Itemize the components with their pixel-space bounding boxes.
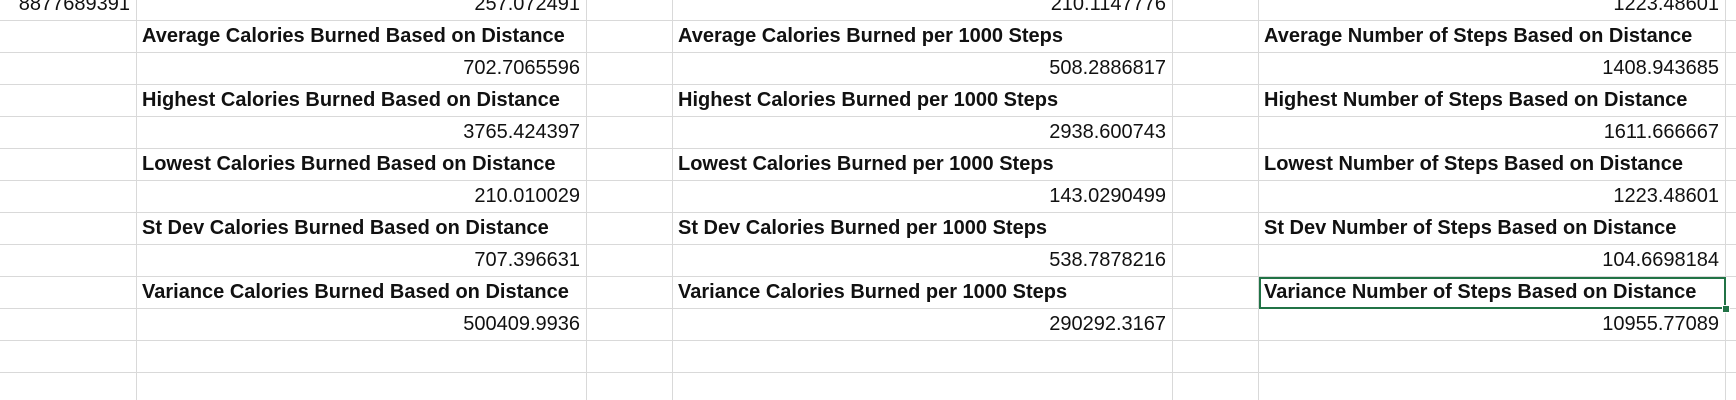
cell-e1[interactable] [1173, 0, 1259, 21]
cell-b13[interactable] [137, 373, 587, 400]
value-low-steps-distance[interactable]: 1223.48601 [1259, 181, 1726, 213]
value-avg-calories-1000-steps[interactable]: 508.2886817 [673, 53, 1173, 85]
value-stdev-steps-distance[interactable]: 104.6698184 [1259, 245, 1726, 277]
cell-c3[interactable] [587, 53, 673, 85]
cell-e7[interactable] [1173, 181, 1259, 213]
cell-g10[interactable] [1726, 277, 1736, 309]
cell-d12[interactable] [673, 341, 1173, 373]
value-avg-steps-distance[interactable]: 1408.943685 [1259, 53, 1726, 85]
value-low-calories-1000-steps[interactable]: 143.0290499 [673, 181, 1173, 213]
cell-c6[interactable] [587, 149, 673, 181]
label-high-steps-distance[interactable]: Highest Number of Steps Based on Distanc… [1259, 85, 1726, 117]
fill-handle[interactable] [1722, 305, 1730, 313]
cell-c4[interactable] [587, 85, 673, 117]
cell-a3[interactable] [0, 53, 137, 85]
cell-e5[interactable] [1173, 117, 1259, 149]
value-high-calories-distance[interactable]: 3765.424397 [137, 117, 587, 149]
cell-g8[interactable] [1726, 213, 1736, 245]
value-avg-calories-distance[interactable]: 702.7065596 [137, 53, 587, 85]
cell-g9[interactable] [1726, 245, 1736, 277]
cell-c9[interactable] [587, 245, 673, 277]
label-low-steps-distance[interactable]: Lowest Number of Steps Based on Distance [1259, 149, 1726, 181]
value-var-calories-1000-steps[interactable]: 290292.3167 [673, 309, 1173, 341]
cell-e3[interactable] [1173, 53, 1259, 85]
selected-cell-text: Variance Number of Steps Based on Distan… [1264, 281, 1697, 303]
value-stdev-calories-distance[interactable]: 707.396631 [137, 245, 587, 277]
cell-c2[interactable] [587, 21, 673, 53]
label-low-calories-1000-steps[interactable]: Lowest Calories Burned per 1000 Steps [673, 149, 1173, 181]
cell-a12[interactable] [0, 341, 137, 373]
cell-e9[interactable] [1173, 245, 1259, 277]
cell-a7[interactable] [0, 181, 137, 213]
cell-b12[interactable] [137, 341, 587, 373]
value-var-calories-distance[interactable]: 500409.9936 [137, 309, 587, 341]
cell-c7[interactable] [587, 181, 673, 213]
cell-e4[interactable] [1173, 85, 1259, 117]
cell-a1[interactable]: 8877689391 [0, 0, 137, 21]
cell-a9[interactable] [0, 245, 137, 277]
cell-d1[interactable]: 210.1147776 [673, 0, 1173, 21]
cell-a10[interactable] [0, 277, 137, 309]
cell-d13[interactable] [673, 373, 1173, 400]
cell-g13[interactable] [1726, 373, 1736, 400]
label-stdev-calories-distance[interactable]: St Dev Calories Burned Based on Distance [137, 213, 587, 245]
cell-c11[interactable] [587, 309, 673, 341]
label-high-calories-distance[interactable]: Highest Calories Burned Based on Distanc… [137, 85, 587, 117]
cell-e2[interactable] [1173, 21, 1259, 53]
cell-g6[interactable] [1726, 149, 1736, 181]
cell-g4[interactable] [1726, 85, 1736, 117]
cell-a8[interactable] [0, 213, 137, 245]
cell-c10[interactable] [587, 277, 673, 309]
label-avg-calories-1000-steps[interactable]: Average Calories Burned per 1000 Steps [673, 21, 1173, 53]
cell-a6[interactable] [0, 149, 137, 181]
cell-e6[interactable] [1173, 149, 1259, 181]
cell-c5[interactable] [587, 117, 673, 149]
cell-g5[interactable] [1726, 117, 1736, 149]
value-high-steps-distance[interactable]: 1611.666667 [1259, 117, 1726, 149]
value-low-calories-distance[interactable]: 210.010029 [137, 181, 587, 213]
label-high-calories-1000-steps[interactable]: Highest Calories Burned per 1000 Steps [673, 85, 1173, 117]
cell-a5[interactable] [0, 117, 137, 149]
cell-e8[interactable] [1173, 213, 1259, 245]
cell-c13[interactable] [587, 373, 673, 400]
cell-e13[interactable] [1173, 373, 1259, 400]
cell-g3[interactable] [1726, 53, 1736, 85]
value-high-calories-1000-steps[interactable]: 2938.600743 [673, 117, 1173, 149]
cell-f13[interactable] [1259, 373, 1726, 400]
cell-c8[interactable] [587, 213, 673, 245]
cell-e12[interactable] [1173, 341, 1259, 373]
cell-f1[interactable]: 1223.48601 [1259, 0, 1726, 21]
cell-g1[interactable] [1726, 0, 1736, 21]
cell-c12[interactable] [587, 341, 673, 373]
cell-e11[interactable] [1173, 309, 1259, 341]
label-low-calories-distance[interactable]: Lowest Calories Burned Based on Distance [137, 149, 587, 181]
cell-f12[interactable] [1259, 341, 1726, 373]
selected-cell-var-steps-distance[interactable]: Variance Number of Steps Based on Distan… [1259, 277, 1730, 313]
cell-a13[interactable] [0, 373, 137, 400]
label-avg-calories-distance[interactable]: Average Calories Burned Based on Distanc… [137, 21, 587, 53]
cell-g7[interactable] [1726, 181, 1736, 213]
cell-a2[interactable] [0, 21, 137, 53]
cell-c1[interactable] [587, 0, 673, 21]
value-stdev-calories-1000-steps[interactable]: 538.7878216 [673, 245, 1173, 277]
label-stdev-steps-distance[interactable]: St Dev Number of Steps Based on Distance [1259, 213, 1726, 245]
cell-e10[interactable] [1173, 277, 1259, 309]
label-stdev-calories-1000-steps[interactable]: St Dev Calories Burned per 1000 Steps [673, 213, 1173, 245]
cell-g12[interactable] [1726, 341, 1736, 373]
label-var-calories-1000-steps[interactable]: Variance Calories Burned per 1000 Steps [673, 277, 1173, 309]
cell-b1[interactable]: 257.072491 [137, 0, 587, 21]
value-var-steps-distance[interactable]: 10955.77089 [1259, 309, 1726, 341]
cell-a11[interactable] [0, 309, 137, 341]
cell-g2[interactable] [1726, 21, 1736, 53]
label-var-calories-distance[interactable]: Variance Calories Burned Based on Distan… [137, 277, 587, 309]
label-avg-steps-distance[interactable]: Average Number of Steps Based on Distanc… [1259, 21, 1726, 53]
cell-a4[interactable] [0, 85, 137, 117]
cell-g11[interactable] [1726, 309, 1736, 341]
